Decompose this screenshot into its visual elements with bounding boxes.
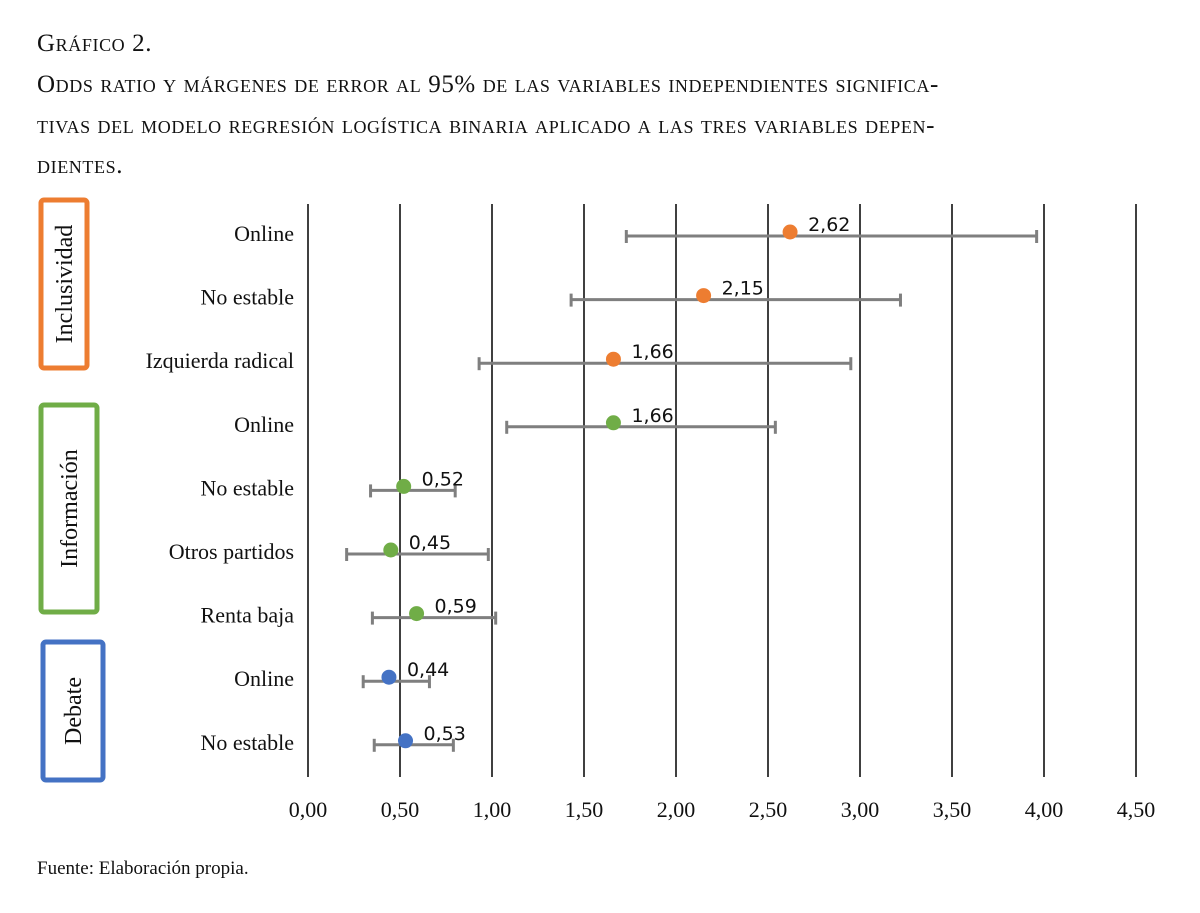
value-label: 1,66 (631, 341, 673, 363)
source-note: Fuente: Elaboración propia. (37, 858, 249, 879)
group-box-debate (40, 639, 106, 783)
odds-ratio-point (396, 478, 412, 494)
group-label-debate: Debate (61, 677, 87, 745)
odds-ratio-points (381, 224, 798, 749)
odds-ratio-point (605, 415, 621, 431)
x-tick-label: 3,00 (841, 797, 880, 822)
group-box-informacion (38, 402, 100, 615)
odds-ratio-point (605, 351, 621, 367)
category-label: No estable (201, 730, 294, 755)
value-label: 1,66 (631, 405, 673, 427)
value-label: 0,44 (407, 659, 449, 681)
error-bars (345, 230, 1039, 752)
category-label: Online (234, 412, 294, 437)
category-label: No estable (201, 475, 294, 500)
x-tick-label: 2,50 (749, 797, 788, 822)
x-tick-label: 0,50 (381, 797, 420, 822)
odds-ratio-point (782, 224, 798, 240)
x-tick-label: 0,00 (289, 797, 328, 822)
odds-ratio-point (381, 669, 397, 685)
value-label: 0,52 (422, 468, 464, 490)
figure-caption-line-2: tivas del modelo regresión logística bin… (37, 112, 936, 139)
category-label: Izquierda radical (146, 348, 294, 373)
category-label: Otros partidos (169, 539, 294, 564)
category-label: No estable (201, 285, 294, 310)
x-tick-label: 2,00 (657, 797, 696, 822)
x-axis-tick-labels: 0,00 0,50 1,00 1,50 2,00 2,50 3,00 3,50 4,00 4,50 (289, 797, 1156, 822)
figure-caption-line-3: dientes. (37, 152, 124, 179)
odds-ratio-point (398, 733, 414, 749)
category-label: Online (234, 666, 294, 691)
odds-ratio-point (696, 288, 712, 304)
value-label: 0,45 (409, 532, 451, 554)
x-tick-label: 3,50 (933, 797, 972, 822)
category-labels: Online No estable Izquierda radical Online N… (146, 221, 295, 755)
x-tick-label: 4,50 (1117, 797, 1156, 822)
group-label-informacion: Información (57, 449, 83, 568)
value-label: 2,62 (808, 214, 850, 236)
x-tick-label: 1,00 (473, 797, 512, 822)
odds-ratio-point (409, 606, 425, 622)
value-labels: 2,62 2,15 1,66 1,66 0,52 0,45 0,59 0,44 0,53 (407, 214, 850, 745)
figure-number: Gráfico 2. (37, 30, 153, 57)
value-label: 0,53 (424, 723, 466, 745)
x-tick-label: 1,50 (565, 797, 604, 822)
group-boxes: Inclusividad Información Debate (38, 197, 106, 783)
value-label: 2,15 (722, 278, 764, 300)
category-label: Renta baja (201, 603, 295, 628)
x-tick-label: 4,00 (1025, 797, 1064, 822)
figure-caption-line-1: Odds ratio y márgenes de error al 95% de… (37, 71, 939, 98)
category-label: Online (234, 221, 294, 246)
group-box-inclusividad (38, 197, 90, 371)
group-label-inclusividad: Inclusividad (52, 225, 78, 344)
odds-ratio-point (383, 542, 399, 558)
value-label: 0,59 (435, 596, 477, 618)
